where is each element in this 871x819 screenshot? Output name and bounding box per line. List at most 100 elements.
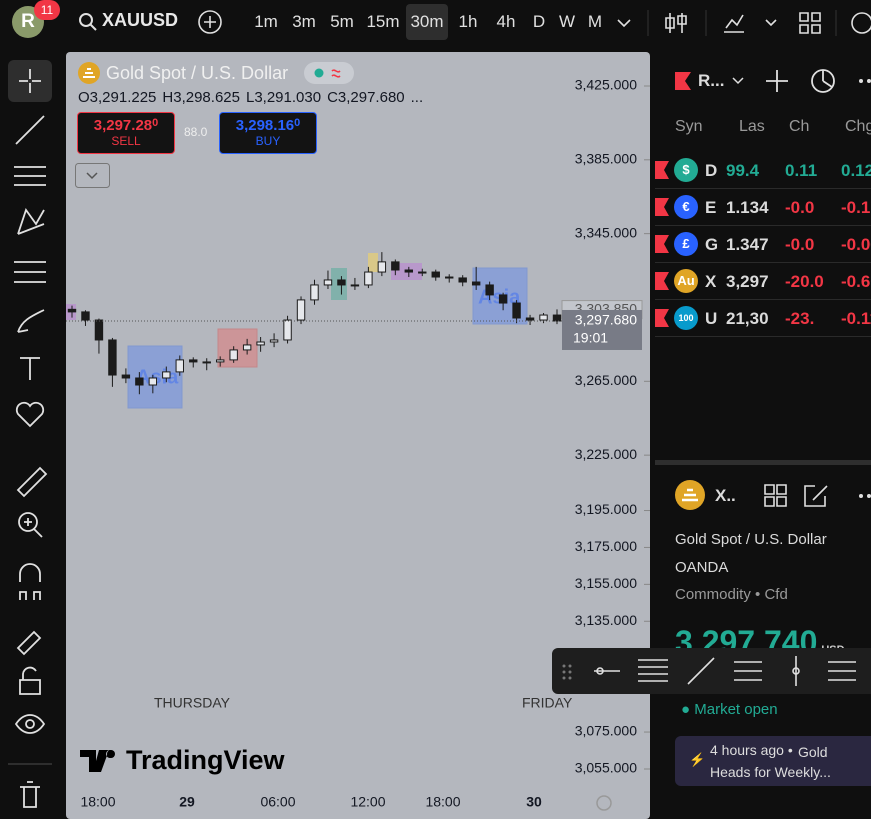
row-last: 1.134 <box>726 198 769 217</box>
candle-body <box>377 261 387 273</box>
interval[interactable]: 1m <box>254 12 278 31</box>
fib-tool[interactable] <box>14 166 46 186</box>
candle-body <box>189 359 198 363</box>
delete-tool[interactable] <box>20 781 40 808</box>
collapse-button[interactable] <box>75 163 110 188</box>
row-icon: Au <box>674 269 698 293</box>
buy-digit: 0 <box>294 117 301 129</box>
time: 4 hours ago <box>710 742 784 758</box>
status: Market open <box>694 701 778 718</box>
candle-body <box>310 284 319 301</box>
status-pill <box>304 62 355 84</box>
lock-tool[interactable] <box>19 666 41 695</box>
watchlist-title[interactable]: R... <box>698 71 725 90</box>
last-price-box <box>562 309 642 350</box>
channel-tool[interactable] <box>828 661 856 681</box>
candle-body <box>364 271 373 286</box>
watchlist-row[interactable]: € E 1.134 -0.0 -0.17 <box>655 189 871 226</box>
watermark-logo <box>80 749 115 772</box>
watermark: TradingView <box>80 745 285 776</box>
row-icon: 100 <box>674 306 698 330</box>
y-tick-label: 3,385.000 <box>575 151 637 167</box>
pattern-tool[interactable] <box>17 208 45 235</box>
candle-body <box>418 271 427 274</box>
x-tick-label: 18:00 <box>425 794 460 810</box>
row-change_pct: -0.17 <box>841 198 871 217</box>
candle-body <box>296 299 306 321</box>
row-icon: £ <box>674 232 698 256</box>
candle-body <box>135 377 144 386</box>
interval[interactable]: 15m <box>366 12 400 31</box>
interval[interactable]: 30m <box>406 4 448 40</box>
watchlist-row[interactable]: £ G 1.347 -0.0 -0.06 <box>655 226 871 263</box>
row-flag <box>655 198 669 216</box>
magnet-tool[interactable] <box>19 563 41 600</box>
watchlist-row[interactable]: 100 U 21,30 -23. -0.11 <box>655 300 871 337</box>
row-change_pct: -0.60 <box>841 272 871 291</box>
kind: Cfd <box>764 586 788 603</box>
news-time: 4 hours ago • <box>710 742 793 758</box>
x-tick-label: 18:00 <box>80 794 115 810</box>
icon-tool[interactable] <box>15 401 45 428</box>
lock-drawing-tool[interactable] <box>16 630 42 656</box>
search-icon[interactable] <box>78 12 98 32</box>
add-symbol[interactable] <box>197 9 223 35</box>
text-tool[interactable] <box>20 357 40 380</box>
watchlist-row[interactable]: Au X 3,297 -20.0 -0.60 <box>655 263 871 300</box>
y-tick-label: 3,425.000 <box>575 77 637 93</box>
spread: 88.0 <box>184 125 208 139</box>
row-change_pct: 0.12 <box>841 161 871 180</box>
candle-body <box>108 339 117 376</box>
candle-body <box>202 361 211 364</box>
candle-body <box>162 371 171 379</box>
divider <box>655 460 871 465</box>
watchlist-icons <box>732 69 871 93</box>
candle-body <box>256 341 265 346</box>
zoom-tool[interactable] <box>18 512 38 532</box>
prediction-tool[interactable] <box>14 261 46 283</box>
row-flag <box>655 161 669 179</box>
x-tick-label: 12:00 <box>350 794 385 810</box>
y-tick-label: 3,225.000 <box>575 446 637 462</box>
chart-pane: AsiaAsia3,425.0003,385.0003,345.0003,265… <box>66 52 650 819</box>
ohlc-value: L3,291.030 <box>245 89 322 106</box>
chart-title: Gold Spot / U.S. Dollar <box>106 62 289 83</box>
row-symbol: U <box>705 309 717 328</box>
active-tool[interactable] <box>8 60 52 102</box>
watchlist-row[interactable]: $ D 99.4 0.11 0.12 <box>655 152 871 189</box>
toolbar-icons <box>617 10 871 36</box>
crosshair-tool[interactable] <box>19 69 41 93</box>
candle-body <box>552 314 562 322</box>
visibility-tool[interactable] <box>14 714 46 734</box>
lines-tool[interactable] <box>638 659 668 682</box>
fib-channel-tool[interactable] <box>734 661 762 681</box>
symbol[interactable]: XAUUSD <box>102 10 179 30</box>
candle-body <box>148 377 158 386</box>
news-card[interactable]: ⚡ 4 hours ago • Gold Heads for Weekly... <box>675 736 871 786</box>
brush-tool[interactable] <box>17 309 45 333</box>
row-flag <box>655 235 669 253</box>
row-change: -20.0 <box>785 272 824 291</box>
market-status: ● Market open <box>681 701 778 718</box>
interval[interactable]: 3m <box>292 12 316 31</box>
candle-body <box>445 276 454 279</box>
column-header: Chg <box>845 118 871 135</box>
interval[interactable]: 5m <box>330 12 354 31</box>
buy-button[interactable]: 3,298.160 BUY <box>219 112 317 154</box>
interval[interactable]: 1h <box>458 12 478 31</box>
sell-button[interactable]: 3,297.280 SELL <box>77 112 175 154</box>
interval[interactable]: M <box>587 12 603 31</box>
row-symbol: D <box>705 161 717 180</box>
ruler-tool[interactable] <box>16 466 48 498</box>
interval[interactable]: W <box>558 12 576 31</box>
detail-name: Gold Spot / U.S. Dollar <box>675 531 827 548</box>
floating-toolbar <box>552 648 871 694</box>
ray-tool[interactable] <box>687 657 715 685</box>
interval[interactable]: D <box>532 12 546 31</box>
more: ... <box>410 89 424 106</box>
ohlc: O3,291.225 H3,298.625 L3,291.030 C3,297.680… <box>78 89 423 106</box>
trend-line-tool[interactable] <box>15 115 45 145</box>
row-change_pct: -0.11 <box>841 309 871 328</box>
candle-body <box>242 344 252 351</box>
interval[interactable]: 4h <box>496 12 516 31</box>
